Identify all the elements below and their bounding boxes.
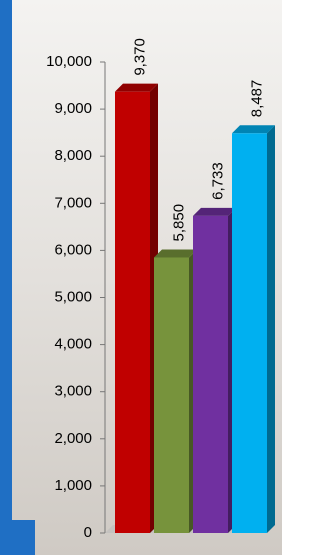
- bar: [232, 133, 267, 533]
- bar: [193, 216, 228, 533]
- y-tick-label: 2,000: [54, 430, 92, 447]
- y-tick-label: 10,000: [46, 53, 92, 70]
- side-strip: [0, 0, 12, 520]
- bar: [154, 257, 189, 533]
- y-tick-label: 9,000: [54, 100, 92, 117]
- bar: [115, 92, 150, 533]
- y-tick-label: 0: [84, 524, 92, 541]
- value-label: 9,370: [132, 38, 149, 76]
- value-label: 5,850: [171, 204, 188, 242]
- value-label: 6,733: [210, 162, 227, 200]
- y-tick-label: 1,000: [54, 477, 92, 494]
- y-tick-label: 7,000: [54, 194, 92, 211]
- y-tick-label: 5,000: [54, 288, 92, 305]
- y-tick-label: 4,000: [54, 336, 92, 353]
- bar-side: [267, 125, 275, 533]
- y-tick-label: 3,000: [54, 383, 92, 400]
- y-tick-label: 6,000: [54, 241, 92, 258]
- value-label: 8,487: [249, 80, 266, 118]
- chart: 0 1,000 2,000 3,000 4,000 5,000 6,000 7,000 8,00…: [0, 0, 282, 555]
- corner-block: [0, 520, 35, 555]
- y-tick-label: 8,000: [54, 147, 92, 164]
